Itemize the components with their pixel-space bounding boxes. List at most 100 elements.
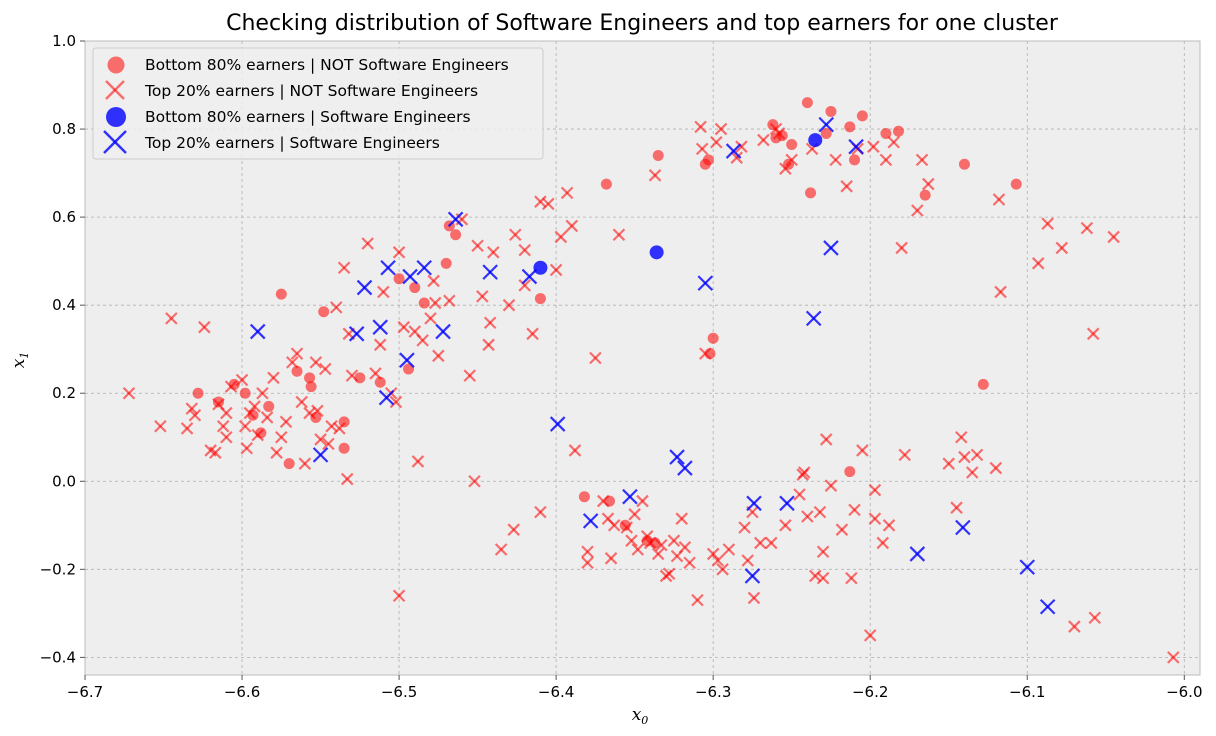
data-point <box>275 430 288 444</box>
data-point <box>409 282 421 294</box>
data-point <box>823 240 839 256</box>
data-point <box>235 373 249 387</box>
data-point <box>651 547 665 561</box>
data-point <box>1088 611 1102 625</box>
data-point <box>378 389 395 406</box>
data-point <box>325 419 338 433</box>
data-point <box>669 449 685 465</box>
data-point <box>468 474 481 488</box>
data-point <box>677 460 693 476</box>
data-point <box>393 273 405 285</box>
data-point <box>958 158 970 170</box>
data-point <box>898 448 912 462</box>
data-point <box>1107 230 1120 244</box>
data-point <box>640 530 654 543</box>
data-point <box>1080 221 1094 235</box>
data-point <box>607 519 621 532</box>
data-point <box>418 297 430 309</box>
data-point <box>856 110 868 122</box>
data-point <box>644 536 657 550</box>
data-point <box>764 536 778 550</box>
data-point <box>994 285 1007 299</box>
data-point <box>314 433 327 446</box>
data-point <box>779 519 792 532</box>
data-point <box>369 367 382 380</box>
data-point <box>1086 327 1100 341</box>
data-point <box>631 543 645 556</box>
x-tick-label: −6.6 <box>224 683 260 701</box>
data-point <box>845 571 858 585</box>
data-point <box>868 483 882 497</box>
data-point <box>683 556 696 570</box>
data-point <box>922 177 935 191</box>
data-point <box>416 334 429 347</box>
data-point <box>283 458 295 470</box>
series-3 <box>249 116 1056 615</box>
legend-label-bottom-not-se: Bottom 80% earners | NOT Software Engine… <box>145 56 509 74</box>
data-point <box>744 568 761 584</box>
data-point <box>399 352 415 368</box>
data-point <box>416 259 432 276</box>
data-point <box>876 536 890 550</box>
data-point <box>675 512 689 525</box>
data-point <box>198 320 211 334</box>
data-point <box>887 135 901 149</box>
data-point <box>165 312 178 325</box>
data-point <box>1019 559 1036 575</box>
data-point <box>188 408 202 422</box>
data-point <box>695 142 709 156</box>
data-point <box>518 243 531 257</box>
data-point <box>600 178 612 190</box>
y-tick-label: 0.0 <box>52 472 76 490</box>
data-point <box>628 508 641 521</box>
data-point <box>290 347 304 360</box>
data-point <box>275 288 287 300</box>
data-point <box>309 356 323 369</box>
data-point <box>735 140 748 153</box>
x-axis-label: x0 <box>632 705 649 727</box>
data-point <box>435 323 451 340</box>
x-tick-label: −6.2 <box>852 683 888 701</box>
data-point <box>509 228 522 242</box>
legend-marker-bottom-se <box>106 107 126 127</box>
data-point <box>338 416 350 428</box>
data-point <box>154 419 167 433</box>
data-point <box>338 442 350 454</box>
data-point <box>722 543 736 556</box>
data-point <box>801 510 814 523</box>
data-point <box>534 195 547 208</box>
data-point <box>541 197 555 211</box>
data-point <box>482 264 498 280</box>
data-point <box>808 133 823 148</box>
y-tick-label: 0.8 <box>52 120 76 138</box>
data-point <box>1010 178 1022 190</box>
data-point <box>427 274 440 288</box>
data-point <box>805 187 817 199</box>
data-point <box>813 505 827 519</box>
x-tick-label: −6.0 <box>1166 683 1202 701</box>
y-tick-label: 0.2 <box>52 384 76 402</box>
y-axis-label-main: x <box>9 358 29 368</box>
data-point <box>835 523 849 536</box>
data-point <box>785 153 798 167</box>
data-point <box>816 571 830 585</box>
data-point <box>697 275 714 291</box>
data-point <box>848 503 861 517</box>
data-point <box>403 363 415 375</box>
data-point <box>829 153 842 167</box>
data-point <box>625 534 638 547</box>
data-point <box>373 338 387 352</box>
data-point <box>1068 620 1081 633</box>
data-point <box>374 376 386 388</box>
data-point <box>361 237 374 250</box>
data-point <box>819 433 833 446</box>
data-point <box>329 301 343 314</box>
y-tick-label: 1.0 <box>52 32 76 50</box>
data-point <box>757 133 770 147</box>
data-point <box>318 362 332 376</box>
data-point <box>337 261 351 275</box>
data-point <box>526 327 539 341</box>
y-axis-label-subscript: 1 <box>18 352 31 359</box>
data-point <box>549 416 566 432</box>
